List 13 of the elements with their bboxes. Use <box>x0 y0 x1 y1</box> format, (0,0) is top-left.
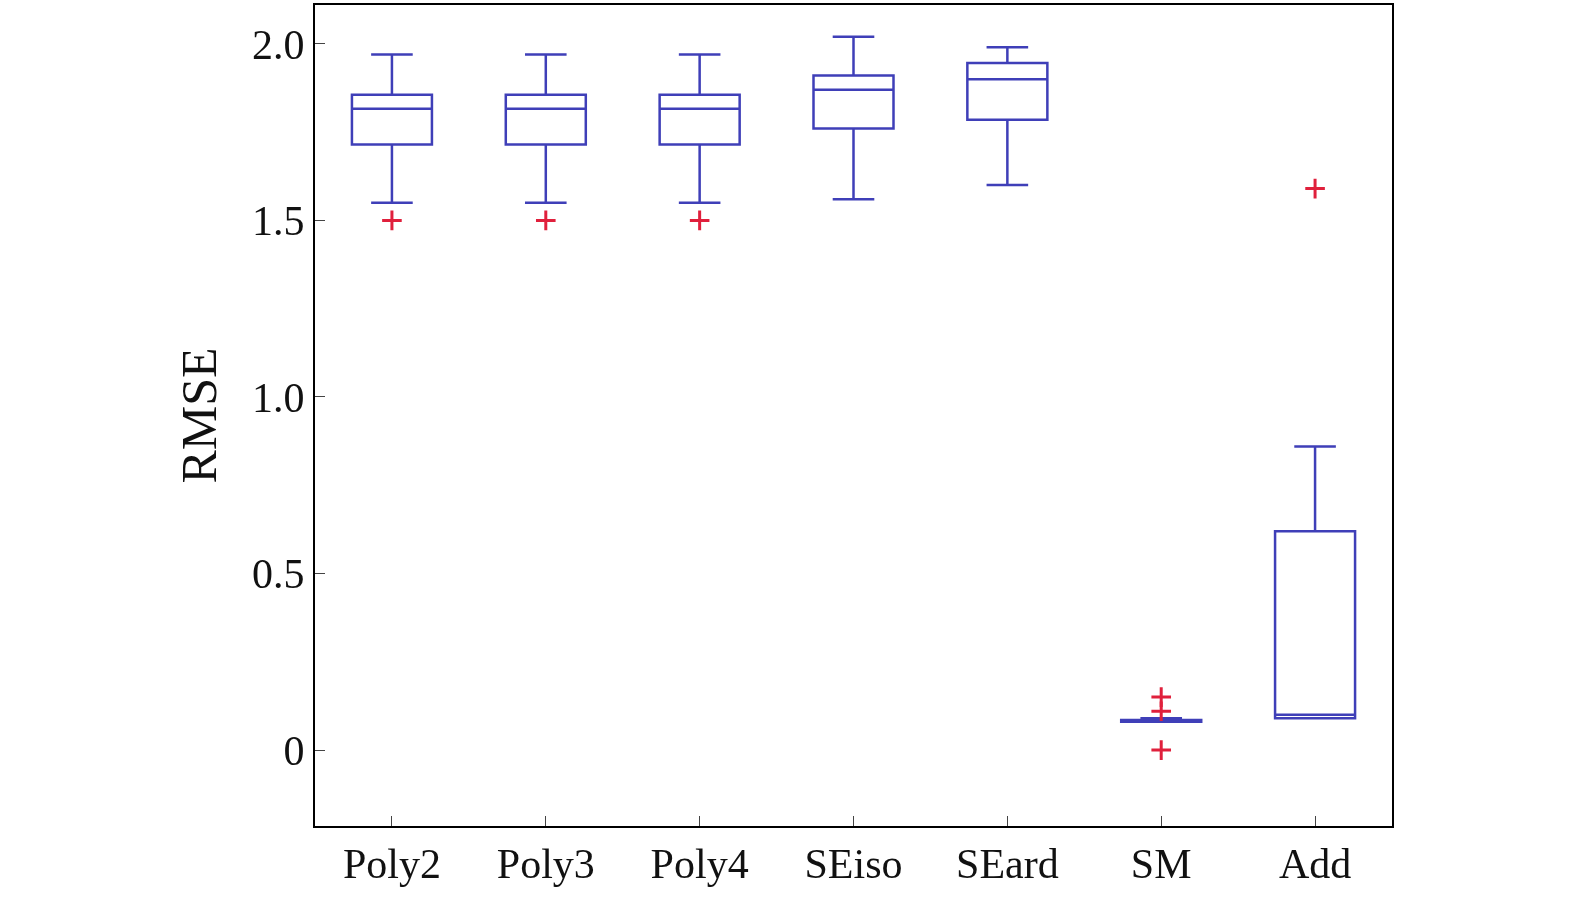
x-tick-label: SEiso <box>804 841 903 888</box>
x-tick-label: SM <box>1130 841 1192 888</box>
x-tick-label: Poly2 <box>342 841 441 888</box>
y-tick-label: 1.5 <box>252 198 305 245</box>
x-tick-label: Poly3 <box>496 841 595 888</box>
x-tick-label: Add <box>1278 841 1352 888</box>
y-tick-label: 0 <box>283 727 305 774</box>
y-axis-title: RMSE <box>170 347 227 484</box>
y-tick-label: 1.0 <box>252 374 305 421</box>
y-tick-label: 2.0 <box>252 21 305 68</box>
x-tick-label: Poly4 <box>650 841 749 888</box>
x-tick-label: SEard <box>956 841 1059 888</box>
y-tick-label: 0.5 <box>252 551 305 598</box>
